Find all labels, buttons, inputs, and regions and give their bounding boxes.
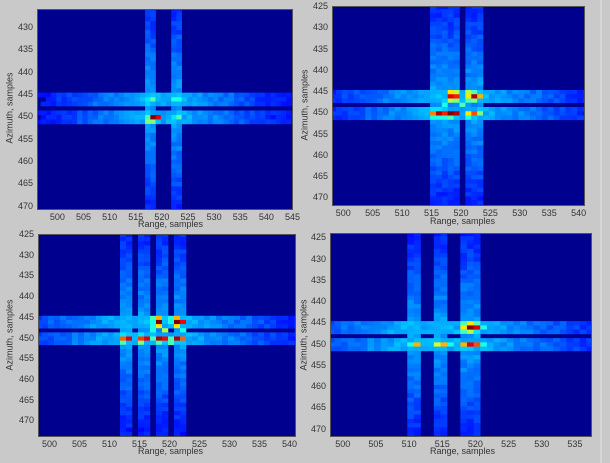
x-tick-label: 520 <box>154 212 170 222</box>
y-tick-label: 445 <box>19 311 35 322</box>
y-tick-label: 440 <box>19 291 35 302</box>
x-tick-label: 535 <box>567 439 583 449</box>
y-tick-label: 425 <box>19 229 35 239</box>
x-axis-label-2: Range, samples <box>138 446 204 456</box>
y-tick-label: 440 <box>18 66 34 77</box>
y-tick-label: 425 <box>311 232 327 243</box>
x-tick-label: 525 <box>482 208 498 218</box>
heatmap-plot-area <box>37 9 293 210</box>
x-tick-label: 510 <box>102 439 118 449</box>
x-tick-label: 500 <box>335 208 351 218</box>
y-tick-label: 425 <box>313 1 329 11</box>
x-tick-label: 505 <box>368 439 384 449</box>
y-tick-label: 465 <box>18 178 34 189</box>
x-tick-label: 515 <box>424 208 440 218</box>
x-tick-label: 530 <box>206 212 222 222</box>
x-tick-label: 510 <box>102 212 118 222</box>
x-tick-label: 535 <box>232 212 248 222</box>
x-tick-label: 515 <box>128 212 144 222</box>
y-tick-label: 435 <box>311 274 327 285</box>
y-tick-label: 470 <box>313 192 329 203</box>
y-tick-label: 450 <box>313 107 329 118</box>
x-tick-label: 525 <box>501 439 517 449</box>
y-tick-label: 445 <box>313 86 329 97</box>
y-tick-label: 455 <box>18 133 34 144</box>
y-axis-label-2: Azimuth, samples <box>4 299 15 371</box>
y-tick-label: 440 <box>311 296 327 306</box>
y-tick-label: 450 <box>311 338 327 349</box>
x-tick-label: 540 <box>571 208 587 218</box>
heatmap-plot-area <box>38 234 296 437</box>
y-tick-label: 470 <box>18 200 34 211</box>
x-tick-label: 500 <box>49 212 65 222</box>
vertical-divider <box>600 0 602 463</box>
x-tick-label: 535 <box>252 439 268 449</box>
x-tick-label: 505 <box>72 439 88 449</box>
y-tick-label: 435 <box>313 43 329 54</box>
y-tick-label: 450 <box>19 332 35 343</box>
x-tick-label: 520 <box>162 439 178 449</box>
y-axis-label-1: Azimuth, samples <box>299 69 310 141</box>
y-tick-label: 440 <box>313 64 329 75</box>
y-tick-label: 460 <box>313 149 329 160</box>
y-tick-label: 455 <box>311 359 327 370</box>
x-tick-label: 540 <box>282 439 298 449</box>
x-tick-label: 520 <box>453 208 469 218</box>
y-tick-label: 455 <box>19 353 35 364</box>
heatmap-plot-area <box>330 233 592 437</box>
y-tick-label: 460 <box>311 381 327 391</box>
y-tick-label: 445 <box>18 88 34 99</box>
x-tick-label: 530 <box>222 439 238 449</box>
x-tick-label: 530 <box>512 208 528 218</box>
x-tick-label: 525 <box>192 439 208 449</box>
y-axis-label-3: Azimuth, samples <box>298 299 309 371</box>
x-tick-label: 505 <box>76 212 92 222</box>
y-tick-label: 430 <box>311 253 327 264</box>
x-tick-label: 535 <box>541 208 557 218</box>
y-tick-label: 460 <box>18 155 34 166</box>
heatmap-plot-area <box>332 6 585 206</box>
x-tick-label: 515 <box>132 439 148 449</box>
x-tick-label: 500 <box>335 439 351 449</box>
y-tick-label: 470 <box>19 415 35 426</box>
y-tick-label: 455 <box>313 128 329 139</box>
x-tick-label: 510 <box>394 208 410 218</box>
y-tick-label: 465 <box>313 171 329 182</box>
x-axis-label-0: Range, samples <box>138 219 204 229</box>
y-tick-label: 465 <box>311 402 327 413</box>
x-tick-label: 525 <box>180 212 196 222</box>
x-tick-label: 520 <box>467 439 483 449</box>
y-axis-label-0: Azimuth, samples <box>4 72 15 144</box>
y-tick-label: 460 <box>19 374 35 384</box>
y-tick-label: 430 <box>313 22 329 33</box>
y-tick-label: 465 <box>19 394 35 405</box>
y-tick-label: 445 <box>311 317 327 328</box>
x-tick-label: 530 <box>534 439 550 449</box>
x-tick-label: 515 <box>434 439 450 449</box>
x-axis-label-3: Range, samples <box>430 446 496 456</box>
y-tick-label: 430 <box>19 249 35 260</box>
x-tick-label: 505 <box>365 208 381 218</box>
x-tick-label: 540 <box>258 212 274 222</box>
y-tick-label: 435 <box>19 270 35 281</box>
x-tick-label: 545 <box>285 212 301 222</box>
y-tick-label: 430 <box>18 21 34 32</box>
x-axis-label-1: Range, samples <box>430 216 496 226</box>
x-tick-label: 500 <box>42 439 58 449</box>
x-tick-label: 510 <box>401 439 417 449</box>
y-tick-label: 450 <box>18 111 34 122</box>
y-tick-label: 470 <box>311 423 327 434</box>
y-tick-label: 435 <box>18 44 34 55</box>
